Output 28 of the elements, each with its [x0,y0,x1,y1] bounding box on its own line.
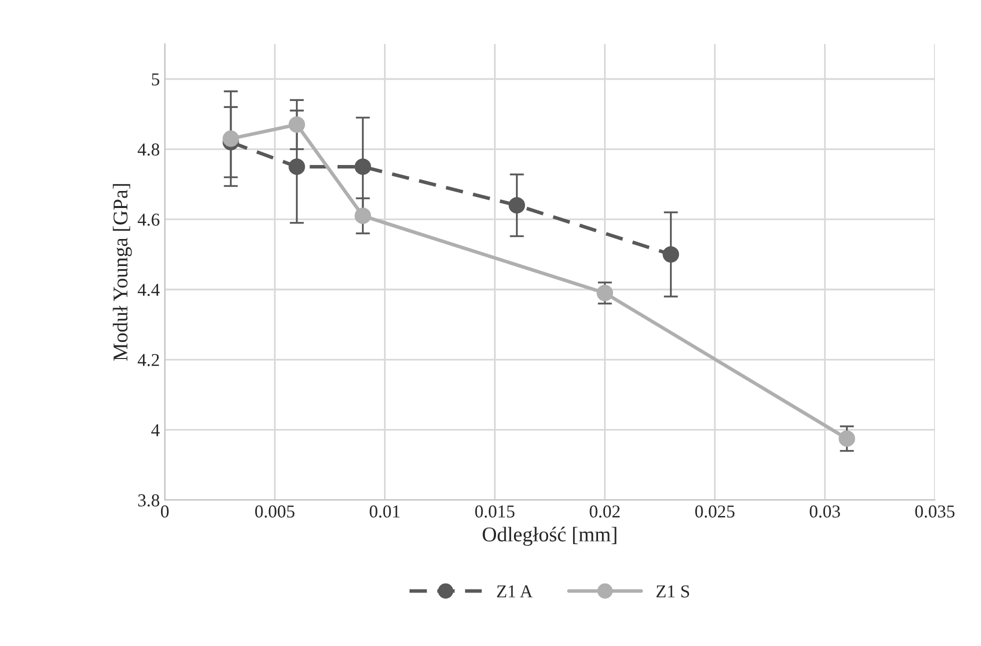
point [288,158,306,175]
point [288,116,306,133]
point [508,197,526,214]
y-tick-label: 5 [152,73,160,86]
legend-label: Z1 A [497,585,533,598]
x-tick-label: 0.015 [475,505,514,518]
y-tick-label: 4.4 [138,284,160,296]
y-axis-title: Moduł Younga [GPa] [112,184,132,361]
x-tick-label: 0 [160,505,169,518]
x-tick-label: 0.005 [255,505,294,518]
point [662,246,680,263]
point [838,430,856,447]
legend-label: Z1 S [656,585,690,598]
x-tick-label: 0.03 [810,505,840,518]
point [222,130,240,147]
x-tick-label: 0.02 [590,505,620,518]
y-tick-label: 4.8 [138,143,160,156]
y-tick-label: 4 [151,424,160,436]
x-axis-title: Odległość [mm] [482,526,616,546]
x-tick-label: 0.025 [695,505,734,518]
point [596,284,614,302]
y-tick-label: 4.6 [138,214,160,226]
y-tick-label: 3.8 [138,494,160,507]
point [354,158,372,175]
point [354,208,372,224]
x-tick-label: 0.035 [915,505,954,518]
y-tick-label: 4.2 [138,354,159,366]
x-tick-label: 0.01 [370,505,400,518]
